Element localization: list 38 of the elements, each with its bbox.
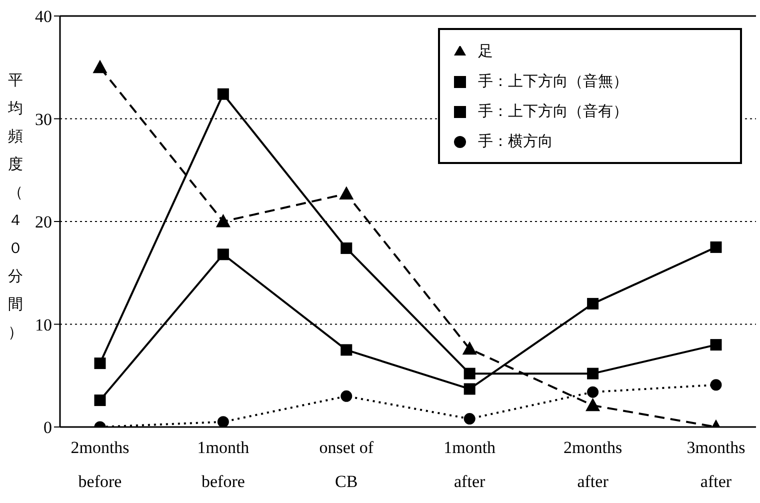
x-tick-label: 1month after (444, 438, 496, 491)
point (94, 358, 106, 370)
point (464, 413, 476, 425)
y-tick-label: 40 (35, 7, 52, 26)
point (340, 187, 354, 200)
point (217, 416, 229, 427)
point (464, 383, 476, 395)
point (340, 242, 352, 254)
point (587, 368, 599, 380)
y-tick-label: 10 (35, 315, 52, 334)
y-tick-label: 20 (35, 212, 52, 232)
x-tick-label: 2months after (564, 438, 622, 491)
text: 平均頻度（４０分間） (8, 71, 23, 341)
point (464, 368, 476, 380)
point (340, 390, 352, 402)
point (710, 339, 722, 351)
point (217, 88, 229, 100)
point (710, 379, 722, 391)
x-tick-label: 1month before (197, 438, 250, 491)
legend-label: 手：上下方向（音無） (478, 72, 628, 90)
point (710, 241, 722, 253)
x-tick-label: 3months after (686, 438, 746, 491)
point (586, 398, 600, 412)
y-tick-label: 0 (44, 418, 52, 438)
legend-label: 手：上下方向（音有） (478, 102, 628, 120)
point (587, 386, 599, 398)
point (93, 60, 107, 74)
point (217, 248, 229, 260)
point (216, 214, 230, 228)
x-tick-label: onset of CB (319, 438, 374, 491)
point (340, 344, 352, 356)
y-tick-label: 30 (35, 110, 52, 129)
legend-label: 手：横方向 (478, 132, 553, 150)
x-tick-label: 2months before (70, 438, 130, 491)
point (462, 342, 476, 355)
legend-label: 足 (478, 42, 493, 60)
point (587, 298, 599, 310)
point (94, 394, 106, 406)
